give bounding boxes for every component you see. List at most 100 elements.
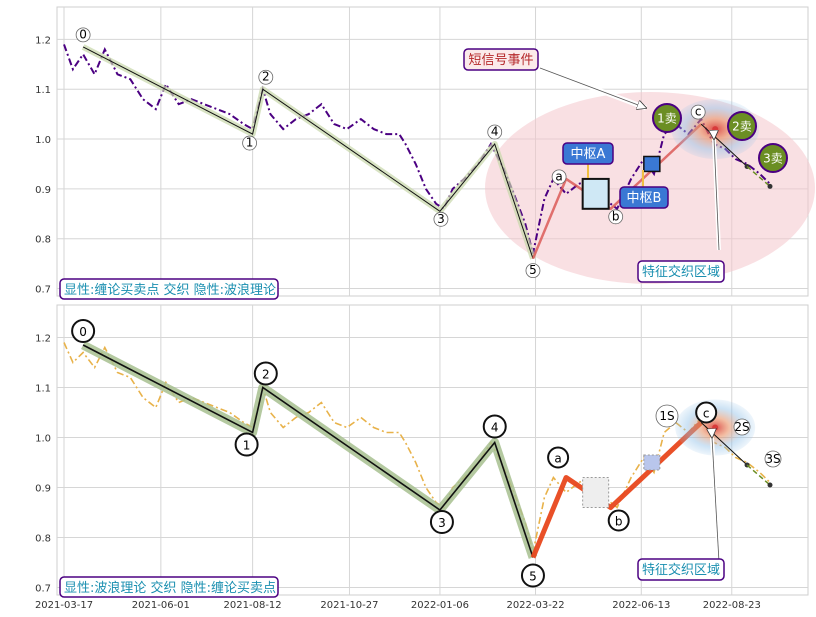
- tail-line: [746, 165, 771, 187]
- wave-point-label: 1: [243, 439, 251, 453]
- wave-point-marker: [75, 27, 91, 43]
- sell-point-label: 3卖: [763, 152, 783, 166]
- zone-label-box: [637, 558, 725, 581]
- signal-arrow: [539, 67, 646, 108]
- chan-point-label: b: [615, 515, 623, 529]
- chart-panel-bottom: 0.7 0.8 0.9 1.0 1.1 1.2 0 1 2 3 4 5 a b c 1S 2S 3S 特征交织区域显…: [35, 304, 809, 598]
- heat-center-dot: [712, 126, 719, 133]
- y-tick-label: 0.7: [35, 584, 51, 595]
- chan-point-marker: [695, 401, 718, 424]
- zone-pointer-outline: [712, 438, 720, 563]
- chan-point-marker: [607, 509, 630, 532]
- footer-box: [59, 278, 279, 300]
- zhongshu-a-box: [582, 477, 610, 508]
- zhongshu-a-box: [581, 177, 610, 210]
- chan-point-label: b: [612, 209, 620, 223]
- sell-point-marker: [655, 404, 679, 428]
- y-tick-label: 1.0: [35, 434, 51, 445]
- zhongshu-b-box: [643, 454, 661, 471]
- zhongshu-b-box: [643, 155, 661, 173]
- wave-point-label: 4: [491, 125, 499, 139]
- y-tick-label: 1.1: [35, 85, 51, 96]
- footer-box: [59, 576, 279, 598]
- sell-point-marker: [652, 103, 682, 133]
- sell-point-marker: [733, 418, 751, 436]
- zone-label: 特征交织区域: [642, 264, 720, 280]
- wave-point-marker: [242, 135, 258, 151]
- x-tick-label: 2021-10-27: [320, 600, 378, 611]
- wave-point-label: 4: [491, 421, 499, 435]
- sell-point-label: 3S: [765, 452, 780, 466]
- wave-point-label: 3: [438, 516, 446, 530]
- chan-point-marker: [690, 104, 706, 120]
- y-tick-label: 1.1: [35, 384, 51, 395]
- chan-point-marker: [608, 209, 624, 225]
- chan-point-marker: [547, 446, 570, 469]
- wave-point-label: 5: [529, 570, 537, 584]
- wave-point-marker: [520, 563, 545, 588]
- x-tick-label: 2022-08-23: [703, 600, 761, 611]
- wave-point-label: 3: [437, 212, 445, 226]
- footer-label: 显性:缠论买卖点 交织 隐性:波浪理论: [64, 282, 276, 298]
- x-tick-label: 2021-06-01: [132, 600, 190, 611]
- tail-dot: [767, 183, 773, 189]
- tail-line: [746, 464, 771, 486]
- sell-point-label: 1卖: [657, 112, 677, 126]
- y-tick-label: 0.8: [35, 235, 51, 246]
- wave-point-marker: [482, 414, 507, 439]
- price-line: [63, 44, 771, 254]
- chan-point-label: a: [554, 452, 561, 466]
- zhongshu-b-label: 中枢B: [627, 191, 662, 206]
- y-tick-label: 0.9: [35, 185, 51, 196]
- x-tick-label: 2022-06-13: [612, 600, 670, 611]
- sell-point-label: 1S: [659, 409, 674, 423]
- chan-point-label: c: [695, 105, 702, 119]
- plot-area: [56, 304, 809, 596]
- zhongshu-a-label: 中枢A: [571, 147, 606, 162]
- sell-point-marker: [764, 450, 782, 468]
- wave-point-marker: [258, 69, 274, 85]
- wave-point-label: 0: [79, 27, 87, 41]
- wave-point-marker: [525, 263, 541, 279]
- zhongshu-b-tag: [619, 186, 669, 209]
- wave-line: [82, 344, 534, 558]
- short-signal-label: 短信号事件: [468, 53, 533, 68]
- y-tick-label: 1.2: [35, 334, 51, 345]
- wave-point-marker: [234, 432, 259, 457]
- y-tick-label: 1.0: [35, 135, 51, 146]
- zone-pointer-outline: [714, 139, 720, 251]
- wave-point-marker: [487, 124, 503, 140]
- wave-point-marker: [253, 361, 278, 386]
- wave-point-label: 2: [262, 368, 270, 382]
- x-axis: 2021-03-17 2021-06-01 2021-08-12 2021-10-27…: [35, 600, 761, 611]
- zhongshu-a-tag: [562, 142, 614, 165]
- wave-point-label: 5: [529, 263, 537, 277]
- wave-point-marker: [429, 510, 454, 534]
- heat-center-dot: [712, 424, 719, 431]
- x-tick-label: 2022-01-06: [411, 600, 469, 611]
- footer-label: 显性:波浪理论 交织 隐性:缠论买卖点: [64, 580, 276, 596]
- wave-line: [82, 46, 534, 259]
- y-tick-label: 0.8: [35, 534, 51, 545]
- sell-point-marker: [727, 111, 757, 141]
- x-tick-label: 2021-03-17: [35, 600, 93, 611]
- zone-label: 特征交织区域: [642, 562, 720, 578]
- tail-dot: [767, 482, 773, 488]
- chart-panel-top: 0.7 0.8 0.9 1.0 1.1 1.2 0 1 2 3 4 5 a b c 1卖 2卖 3卖 短信号事件中枢…: [35, 6, 815, 300]
- zone-label-box: [637, 260, 725, 283]
- sell-point-marker: [758, 143, 788, 173]
- y-tick-label: 0.9: [35, 484, 51, 495]
- wave-point-marker: [71, 319, 96, 343]
- x-tick-label: 2021-08-12: [224, 600, 282, 611]
- sell-point-label: 2卖: [732, 120, 752, 134]
- y-tick-label: 0.7: [35, 285, 51, 296]
- chan-point-label: a: [555, 169, 562, 183]
- chan-point-label: c: [703, 407, 710, 421]
- wave-point-label: 1: [246, 136, 254, 150]
- wave-point-label: 0: [79, 325, 87, 339]
- chan-point-marker: [551, 169, 567, 185]
- wave-point-label: 2: [262, 70, 270, 84]
- y-tick-label: 1.2: [35, 35, 51, 46]
- sell-point-label: 2S: [734, 420, 749, 434]
